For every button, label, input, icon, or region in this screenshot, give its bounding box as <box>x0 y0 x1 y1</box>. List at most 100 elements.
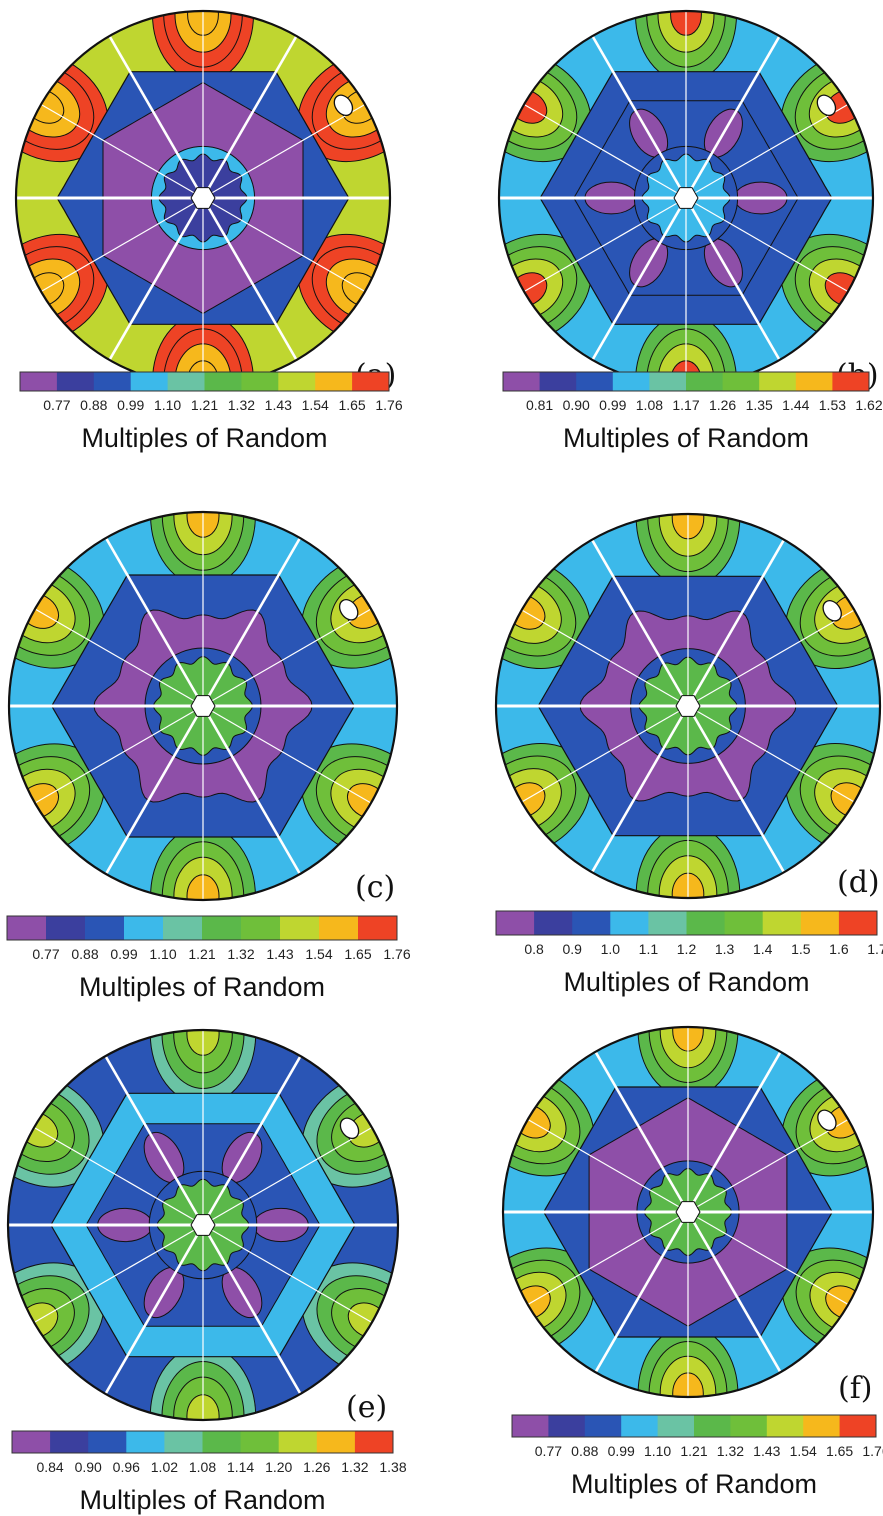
reference-marker <box>822 600 842 622</box>
colorbar-swatch <box>358 916 398 940</box>
colorbar-tick-label: 1.10 <box>154 397 181 413</box>
colorbar: 0.81 0.90 0.99 1.08 1.17 1.26 1.35 1.44 1.53 1.62… <box>502 371 883 453</box>
colorbar-swatch <box>241 916 281 940</box>
colorbar-swatch <box>20 372 58 391</box>
colorbar-tick-label: 1.32 <box>717 1443 744 1459</box>
pole-figure-panel: (d) 0.8 0.9 1.0 1.1 1.2 1.3 1.4 1.5 1.6 1.7 Multipl… <box>494 512 883 997</box>
colorbar-swatch <box>167 372 205 391</box>
panel-label: (d) <box>837 865 880 900</box>
symmetry-line <box>201 537 302 707</box>
symmetry-line <box>202 103 366 199</box>
colorbar-swatch <box>280 916 320 940</box>
colorbar-tick-label: 0.99 <box>608 1443 635 1459</box>
pole-figure-border <box>494 512 882 900</box>
colorbar-tick-label: 0.77 <box>43 397 70 413</box>
symmetry-line <box>591 197 688 361</box>
symmetry-line <box>104 1055 205 1226</box>
symmetry-line <box>686 1051 782 1213</box>
colorbar: 0.8 0.9 1.0 1.1 1.2 1.3 1.4 1.5 1.6 1.7 Multiples … <box>495 910 883 997</box>
panel-label: (f) <box>838 1371 873 1406</box>
colorbar-swatch <box>124 916 164 940</box>
colorbar-tick-label: 1.35 <box>746 397 773 413</box>
colorbar-swatch <box>241 372 279 391</box>
pole-figure-panel: (f) 0.77 0.88 0.99 1.10 1.21 1.32 1.43 1.54 1.65 1… <box>501 1025 883 1499</box>
colorbar-tick-label: 1.21 <box>188 946 215 962</box>
symmetry-line <box>201 1224 302 1395</box>
symmetry-line <box>527 1211 689 1306</box>
colorbar-tick-label: 1.5 <box>791 941 811 957</box>
colorbar-swatch <box>762 911 802 935</box>
symmetry-line <box>40 197 204 293</box>
colorbar-swatch <box>163 916 203 940</box>
colorbar-swatch <box>539 372 577 391</box>
colorbar-tick-label: 0.77 <box>32 946 59 962</box>
pole-figure-panel: (b)0.810.900.991.081.171.261.351.441.531… <box>497 9 883 453</box>
colorbar-tick-label: 1.32 <box>227 946 254 962</box>
colorbar-tick-label: 1.7 <box>867 941 883 957</box>
symmetry-line <box>202 197 366 293</box>
colorbar-frame <box>19 371 390 392</box>
colorbar-tick-label: 1.14 <box>227 1459 254 1475</box>
colorbar-swatch <box>50 1431 89 1453</box>
colorbar-tick-label: 0.96 <box>113 1459 140 1475</box>
symmetry-line <box>521 705 689 803</box>
pole-figure-border <box>7 510 399 902</box>
colorbar-frame <box>495 910 878 936</box>
colorbar-tick-label: 1.4 <box>753 941 773 957</box>
colorbar-tick-label: 0.88 <box>80 397 107 413</box>
colorbar-tick-label: 1.54 <box>790 1443 817 1459</box>
colorbar-swatch <box>534 911 573 935</box>
symmetry-line <box>687 1118 849 1213</box>
reference-marker <box>339 1117 360 1140</box>
colorbar-tick-label: 1.08 <box>189 1459 216 1475</box>
symmetry-line <box>521 609 689 707</box>
colorbar-swatch <box>7 916 47 940</box>
colorbar-swatch <box>93 372 132 391</box>
colorbar-tick-label: 1.53 <box>819 397 846 413</box>
center-hexagon <box>190 187 216 209</box>
symmetry-line <box>201 35 298 199</box>
colorbar-swatch <box>278 1431 318 1453</box>
symmetry-line <box>687 609 855 707</box>
colorbar-swatch <box>204 372 242 391</box>
symmetry-line <box>594 1051 690 1213</box>
symmetry-line <box>590 705 690 873</box>
panel-label: (e) <box>346 1390 387 1425</box>
center-hexagon <box>673 187 699 209</box>
symmetry-line <box>104 705 205 875</box>
colorbar-swatch <box>202 1431 242 1453</box>
colorbar-swatch <box>795 372 833 391</box>
colorbar-swatch <box>649 372 687 391</box>
colorbar-tick-label: 0.81 <box>526 397 553 413</box>
symmetry-line <box>34 608 204 707</box>
colorbar-swatch <box>56 372 95 391</box>
colorbar-swatch <box>694 1415 731 1437</box>
colorbar-tick-label: 1.1 <box>639 941 659 957</box>
colorbar-swatch <box>686 372 724 391</box>
colorbar-swatch <box>240 1431 280 1453</box>
colorbar-tick-label: 1.76 <box>383 946 410 962</box>
colorbar-swatch <box>612 372 650 391</box>
pole-figure-panel: (e) 0.84 0.90 0.96 1.02 1.08 1.14 1.20 1.26 1.32 1… <box>6 1028 407 1515</box>
symmetry-line <box>108 35 205 199</box>
symmetry-line <box>684 197 781 361</box>
colorbar-tick-label: 0.77 <box>535 1443 562 1459</box>
colorbar-title: Multiples of Random <box>79 1485 325 1515</box>
symmetry-line <box>104 1224 205 1395</box>
pole-figure-panel: (a)0.770.880.991.101.211.321.431.541.651… <box>14 9 403 453</box>
symmetry-line <box>202 1224 373 1324</box>
colorbar-swatch <box>657 1415 695 1437</box>
colorbar-swatch <box>12 1431 51 1453</box>
symmetry-line <box>590 539 690 707</box>
contour-field <box>496 514 880 898</box>
colorbar-swatch <box>126 1431 165 1453</box>
symmetry-line <box>201 1055 302 1226</box>
colorbar-tick-label: 1.3 <box>715 941 735 957</box>
colorbar-swatch <box>766 1415 804 1437</box>
symmetry-line <box>33 1126 204 1226</box>
colorbar-frame <box>502 371 870 392</box>
colorbar: 0.77 0.88 0.99 1.10 1.21 1.32 1.43 1.54 1.65 1.76… <box>6 915 411 1002</box>
reference-marker <box>338 599 359 621</box>
colorbar-tick-label: 0.8 <box>524 941 544 957</box>
symmetry-line <box>33 1224 204 1324</box>
